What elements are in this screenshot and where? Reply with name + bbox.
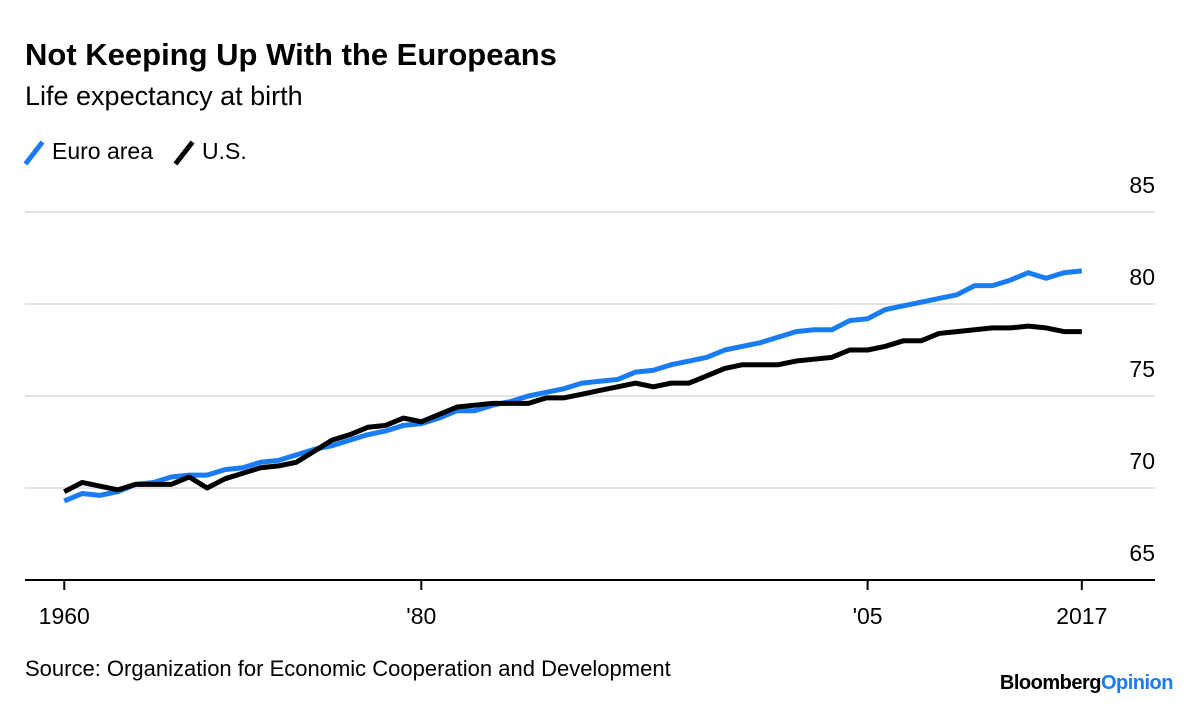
credit: BloombergOpinion [1000, 672, 1173, 694]
chart-title: Not Keeping Up With the Europeans [25, 37, 557, 72]
brand-section: Opinion [1101, 672, 1173, 694]
y-tick-label: 65 [1129, 540, 1155, 566]
y-tick-label: 75 [1129, 356, 1155, 382]
brand: Bloomberg [1000, 672, 1101, 694]
chart-subtitle: Life expectancy at birth [25, 81, 303, 111]
data-line [63, 323, 1082, 494]
y-tick-label: 80 [1129, 264, 1155, 290]
legend-swatch [173, 140, 195, 166]
legend-label: Euro area [52, 138, 153, 164]
x-tick-label: '80 [406, 603, 436, 629]
legend-label: U.S. [202, 138, 247, 164]
source-note: Source: Organization for Economic Cooper… [25, 656, 671, 681]
x-tick-label: 2017 [1056, 603, 1107, 629]
legend: Euro area U.S. [23, 138, 247, 166]
data-line [63, 268, 1083, 504]
x-tick-label: '05 [853, 603, 883, 629]
y-tick-label: 70 [1129, 448, 1155, 474]
x-tick-label: 1960 [39, 603, 90, 629]
y-tick-label: 85 [1129, 172, 1155, 198]
legend-swatch [23, 140, 45, 166]
